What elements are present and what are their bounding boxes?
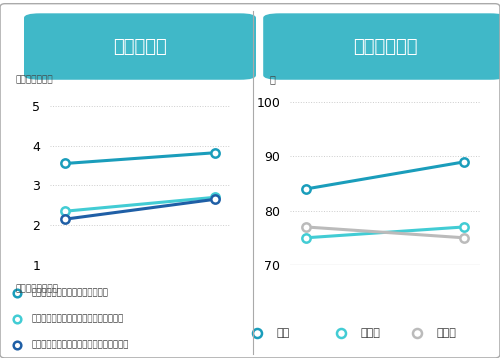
Text: 全くそう思わない: 全くそう思わない [15, 285, 58, 294]
FancyBboxPatch shape [263, 13, 500, 80]
Text: 足運び: 足運び [436, 328, 456, 338]
Text: 姿勢: 姿勢 [277, 328, 290, 338]
Text: 点: 点 [270, 74, 276, 84]
Text: 歩いている時の自分に自信を持てますか？: 歩いている時の自分に自信を持てますか？ [32, 340, 129, 349]
Text: 平均点の変化: 平均点の変化 [353, 38, 417, 55]
Text: 歩くことは楽しいと思いますか？: 歩くことは楽しいと思いますか？ [32, 289, 108, 297]
Text: とてもそう思う: とてもそう思う [15, 75, 52, 84]
FancyBboxPatch shape [24, 13, 256, 80]
Text: 自分が紺麗に歩けていると思いますか？: 自分が紺麗に歩けていると思いますか？ [32, 314, 124, 324]
Text: 意識の変化: 意識の変化 [113, 38, 167, 55]
Text: 腕振り: 腕振り [360, 328, 380, 338]
